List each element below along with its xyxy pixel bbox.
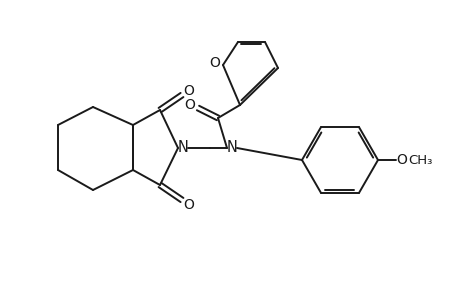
Text: O: O (183, 84, 194, 98)
Text: O: O (184, 98, 195, 112)
Text: O: O (183, 198, 194, 212)
Text: O: O (396, 153, 407, 167)
Text: O: O (209, 56, 220, 70)
Text: CH₃: CH₃ (407, 154, 431, 166)
Text: N: N (226, 140, 237, 155)
Text: N: N (177, 140, 188, 155)
